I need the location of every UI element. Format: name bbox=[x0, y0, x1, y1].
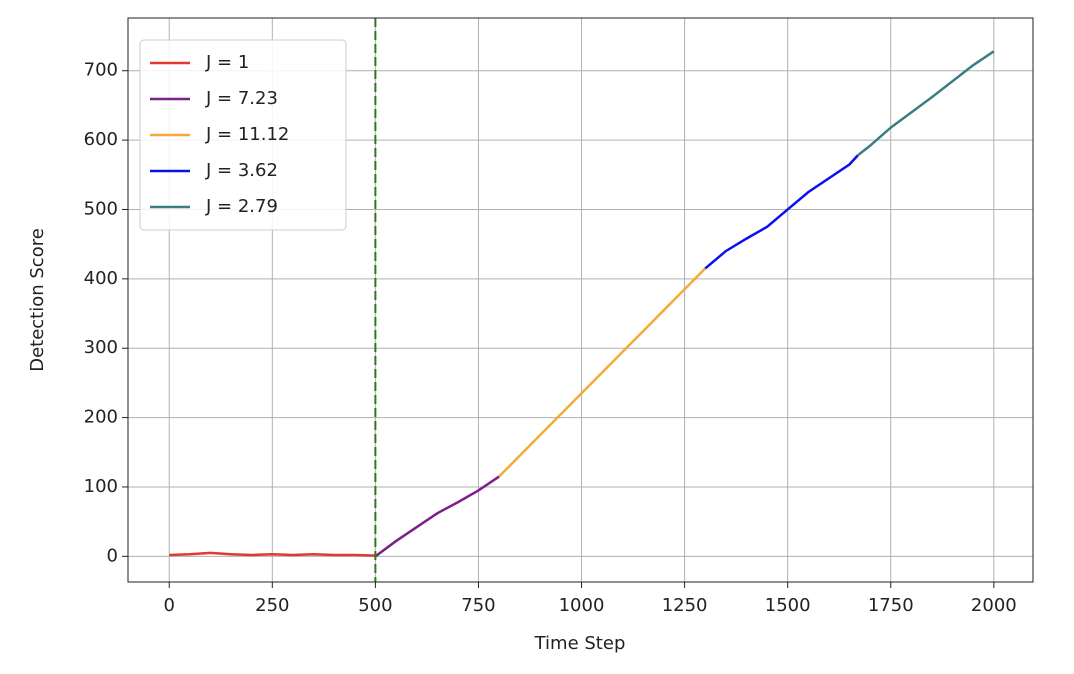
y-tick-label: 300 bbox=[84, 337, 118, 358]
line-series bbox=[857, 50, 995, 157]
legend-label: J = 1 bbox=[205, 52, 249, 73]
x-tick-label: 1500 bbox=[765, 595, 811, 616]
y-tick-label: 500 bbox=[84, 198, 118, 219]
y-axis-label: Detection Score bbox=[27, 228, 48, 372]
x-tick-label: 2000 bbox=[971, 595, 1017, 616]
plot-frame bbox=[127, 17, 1034, 583]
x-tick-label: 1000 bbox=[559, 595, 605, 616]
x-tick-label: 0 bbox=[164, 595, 175, 616]
y-tick-label: 0 bbox=[107, 545, 118, 566]
legend-label: J = 11.12 bbox=[205, 124, 289, 145]
line-series bbox=[704, 154, 859, 270]
x-tick-label: 750 bbox=[461, 595, 495, 616]
line-series bbox=[374, 475, 500, 558]
legend-box bbox=[139, 39, 347, 231]
x-axis-label: Time Step bbox=[534, 633, 626, 654]
y-tick-label: 400 bbox=[84, 268, 118, 289]
legend-label: J = 3.62 bbox=[205, 160, 278, 181]
y-tick-label: 700 bbox=[84, 60, 118, 81]
x-tick-label: 500 bbox=[358, 595, 392, 616]
legend-label: J = 7.23 bbox=[205, 88, 278, 109]
y-tick-label: 600 bbox=[84, 129, 118, 150]
line-series bbox=[169, 551, 376, 557]
x-tick-label: 1750 bbox=[868, 595, 914, 616]
y-tick-label: 200 bbox=[84, 407, 118, 428]
x-tick-label: 1250 bbox=[662, 595, 708, 616]
line-series bbox=[498, 267, 707, 478]
x-tick-label: 250 bbox=[255, 595, 289, 616]
y-tick-label: 100 bbox=[84, 476, 118, 497]
legend-label: J = 2.79 bbox=[205, 196, 278, 217]
